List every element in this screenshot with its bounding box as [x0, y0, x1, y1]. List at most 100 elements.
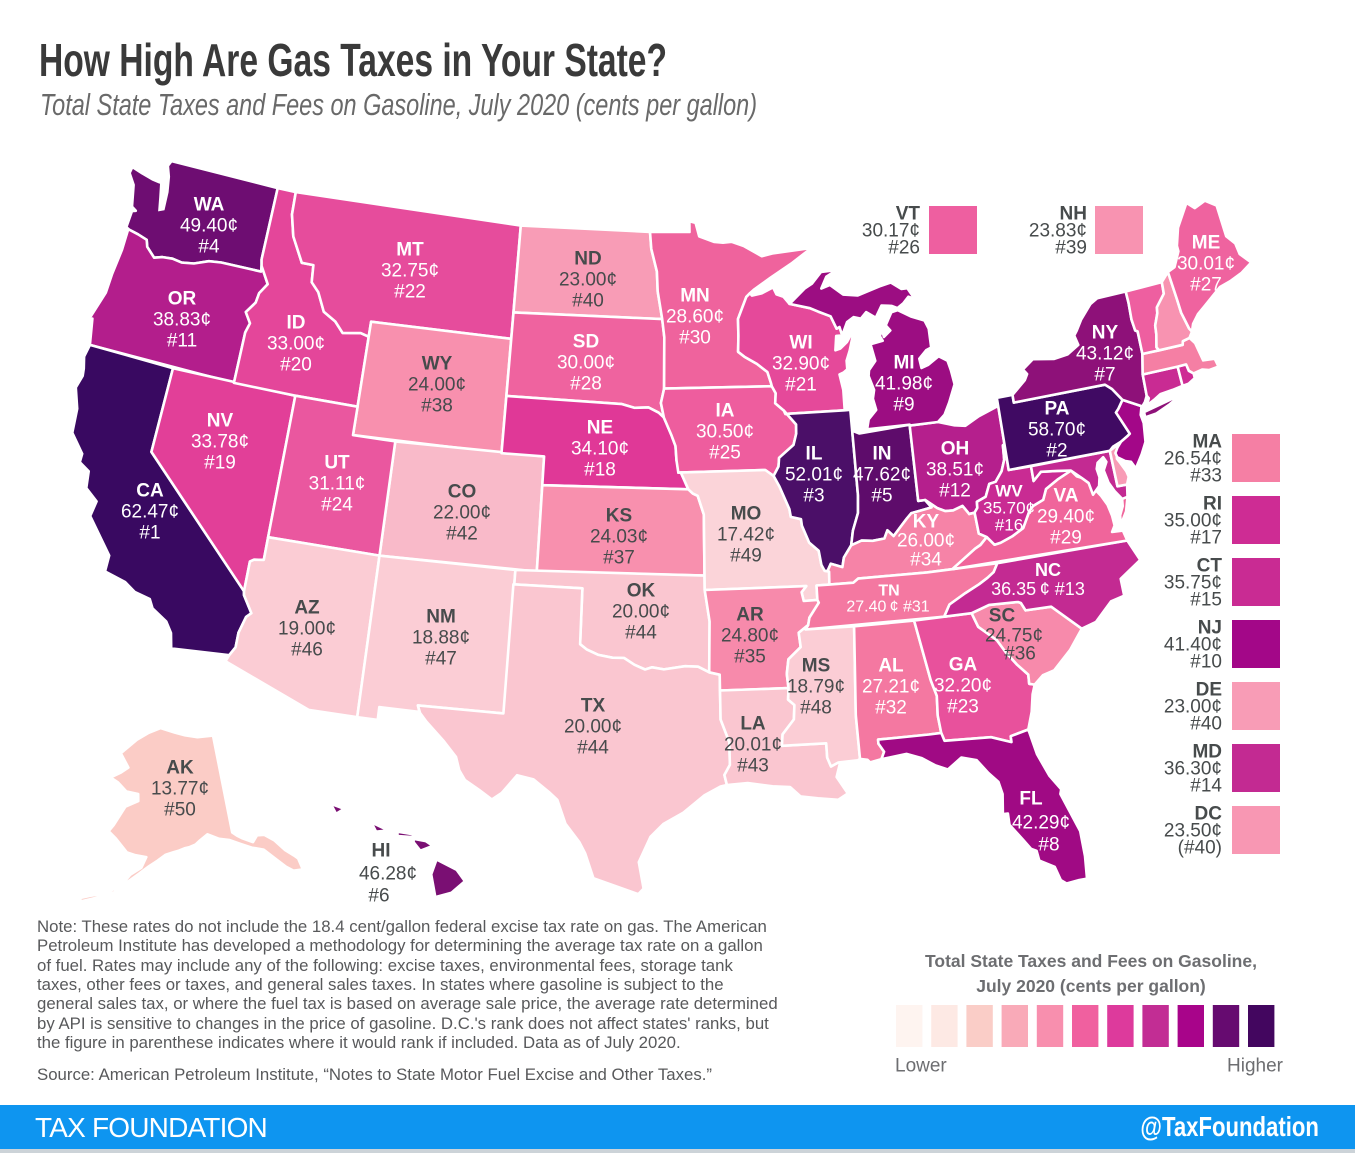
svg-text:WA: WA — [194, 195, 225, 216]
svg-text:32.90¢: 32.90¢ — [772, 354, 830, 375]
svg-text:OR: OR — [168, 289, 197, 310]
svg-text:#34: #34 — [910, 550, 942, 571]
svg-text:52.01¢: 52.01¢ — [785, 465, 843, 486]
svg-text:OK: OK — [627, 581, 656, 602]
svg-text:41.40¢: 41.40¢ — [1164, 635, 1222, 656]
svg-text:CO: CO — [448, 482, 477, 503]
svg-text:#12: #12 — [939, 481, 971, 502]
svg-text:#30: #30 — [679, 328, 711, 349]
svg-text:WI: WI — [789, 333, 812, 354]
svg-text:18.88¢: 18.88¢ — [412, 628, 470, 649]
svg-text:KY: KY — [913, 512, 940, 533]
svg-text:OH: OH — [941, 439, 970, 460]
svg-text:38.51¢: 38.51¢ — [926, 460, 984, 481]
svg-text:#20: #20 — [280, 355, 312, 376]
svg-text:#46: #46 — [291, 640, 323, 661]
svg-text:#15: #15 — [1190, 590, 1222, 611]
svg-text:DC: DC — [1195, 804, 1223, 825]
svg-text:19.00¢: 19.00¢ — [278, 619, 336, 640]
svg-text:32.75¢: 32.75¢ — [381, 261, 439, 282]
svg-text:30.00¢: 30.00¢ — [557, 353, 615, 374]
svg-text:#4: #4 — [198, 237, 220, 258]
svg-text:18.79¢: 18.79¢ — [787, 677, 845, 698]
svg-text:TN: TN — [878, 583, 899, 600]
svg-text:33.78¢: 33.78¢ — [191, 432, 249, 453]
svg-text:CT: CT — [1197, 556, 1223, 577]
svg-text:TX: TX — [581, 696, 606, 717]
svg-text:#1: #1 — [139, 523, 160, 544]
svg-text:36.30¢: 36.30¢ — [1164, 759, 1222, 780]
svg-text:20.01¢: 20.01¢ — [724, 735, 782, 756]
svg-text:#21: #21 — [785, 375, 817, 396]
svg-text:#5: #5 — [871, 486, 892, 507]
svg-text:30.17¢: 30.17¢ — [862, 221, 920, 242]
svg-text:#33: #33 — [1190, 466, 1222, 487]
svg-text:SC: SC — [989, 606, 1016, 627]
svg-text:#29: #29 — [1050, 528, 1082, 549]
svg-text:#28: #28 — [570, 374, 602, 395]
svg-text:ID: ID — [287, 313, 306, 334]
svg-text:#35: #35 — [734, 647, 766, 668]
svg-text:#22: #22 — [394, 282, 426, 303]
svg-text:MD: MD — [1192, 742, 1222, 763]
svg-text:#25: #25 — [709, 443, 741, 464]
svg-text:26.00¢: 26.00¢ — [897, 531, 955, 552]
svg-text:43.12¢: 43.12¢ — [1076, 344, 1134, 365]
svg-text:30.01¢: 30.01¢ — [1177, 254, 1235, 275]
svg-text:28.60¢: 28.60¢ — [666, 307, 724, 328]
svg-text:#42: #42 — [446, 524, 478, 545]
svg-text:#37: #37 — [603, 548, 635, 569]
svg-text:#50: #50 — [164, 800, 196, 821]
svg-text:DE: DE — [1196, 680, 1222, 701]
svg-text:35.00¢: 35.00¢ — [1164, 511, 1222, 532]
svg-text:49.40¢: 49.40¢ — [180, 216, 238, 237]
svg-text:WV: WV — [995, 482, 1023, 501]
svg-text:FL: FL — [1019, 789, 1043, 810]
svg-text:IL: IL — [806, 444, 823, 465]
svg-text:23.00¢: 23.00¢ — [559, 270, 617, 291]
svg-text:CA: CA — [136, 481, 164, 502]
svg-text:IN: IN — [873, 444, 892, 465]
svg-text:22.00¢: 22.00¢ — [433, 503, 491, 524]
svg-text:NV: NV — [207, 411, 234, 432]
svg-text:UT: UT — [324, 453, 350, 474]
svg-text:34.10¢: 34.10¢ — [571, 439, 629, 460]
svg-text:62.47¢: 62.47¢ — [121, 502, 179, 523]
svg-text:GA: GA — [949, 655, 978, 676]
svg-text:HI: HI — [372, 841, 391, 862]
svg-text:KS: KS — [606, 506, 632, 527]
svg-text:#3: #3 — [803, 486, 824, 507]
svg-text:20.00¢: 20.00¢ — [564, 717, 622, 738]
svg-text:#23: #23 — [947, 697, 979, 718]
svg-text:33.00¢: 33.00¢ — [267, 334, 325, 355]
svg-text:27.40 ¢ #31: 27.40 ¢ #31 — [846, 599, 929, 616]
svg-text:SD: SD — [573, 332, 599, 353]
svg-text:#27: #27 — [1190, 275, 1222, 296]
svg-text:#39: #39 — [1055, 238, 1087, 259]
svg-text:24.03¢: 24.03¢ — [590, 527, 648, 548]
svg-text:27.21¢: 27.21¢ — [862, 677, 920, 698]
svg-text:LA: LA — [740, 714, 766, 735]
svg-text:58.70¢: 58.70¢ — [1028, 420, 1086, 441]
svg-text:41.98¢: 41.98¢ — [875, 374, 933, 395]
svg-text:(#40): (#40) — [1178, 838, 1222, 859]
svg-text:WY: WY — [422, 354, 453, 375]
svg-text:24.80¢: 24.80¢ — [721, 626, 779, 647]
svg-text:#8: #8 — [1038, 835, 1059, 856]
svg-text:NY: NY — [1092, 323, 1119, 344]
svg-text:24.75¢: 24.75¢ — [985, 626, 1043, 647]
svg-text:29.40¢: 29.40¢ — [1037, 507, 1095, 528]
svg-text:46.28¢: 46.28¢ — [359, 864, 417, 885]
svg-text:VA: VA — [1054, 486, 1079, 507]
svg-text:30.50¢: 30.50¢ — [696, 422, 754, 443]
svg-text:20.00¢: 20.00¢ — [612, 602, 670, 623]
svg-text:#9: #9 — [893, 395, 914, 416]
svg-text:#10: #10 — [1190, 652, 1222, 673]
svg-text:#24: #24 — [321, 495, 353, 516]
svg-text:13.77¢: 13.77¢ — [151, 779, 209, 800]
svg-text:#32: #32 — [875, 698, 907, 719]
svg-text:#14: #14 — [1190, 776, 1222, 797]
svg-text:35.75¢: 35.75¢ — [1164, 573, 1222, 594]
svg-text:#16: #16 — [995, 516, 1023, 535]
svg-text:47.62¢: 47.62¢ — [853, 465, 911, 486]
